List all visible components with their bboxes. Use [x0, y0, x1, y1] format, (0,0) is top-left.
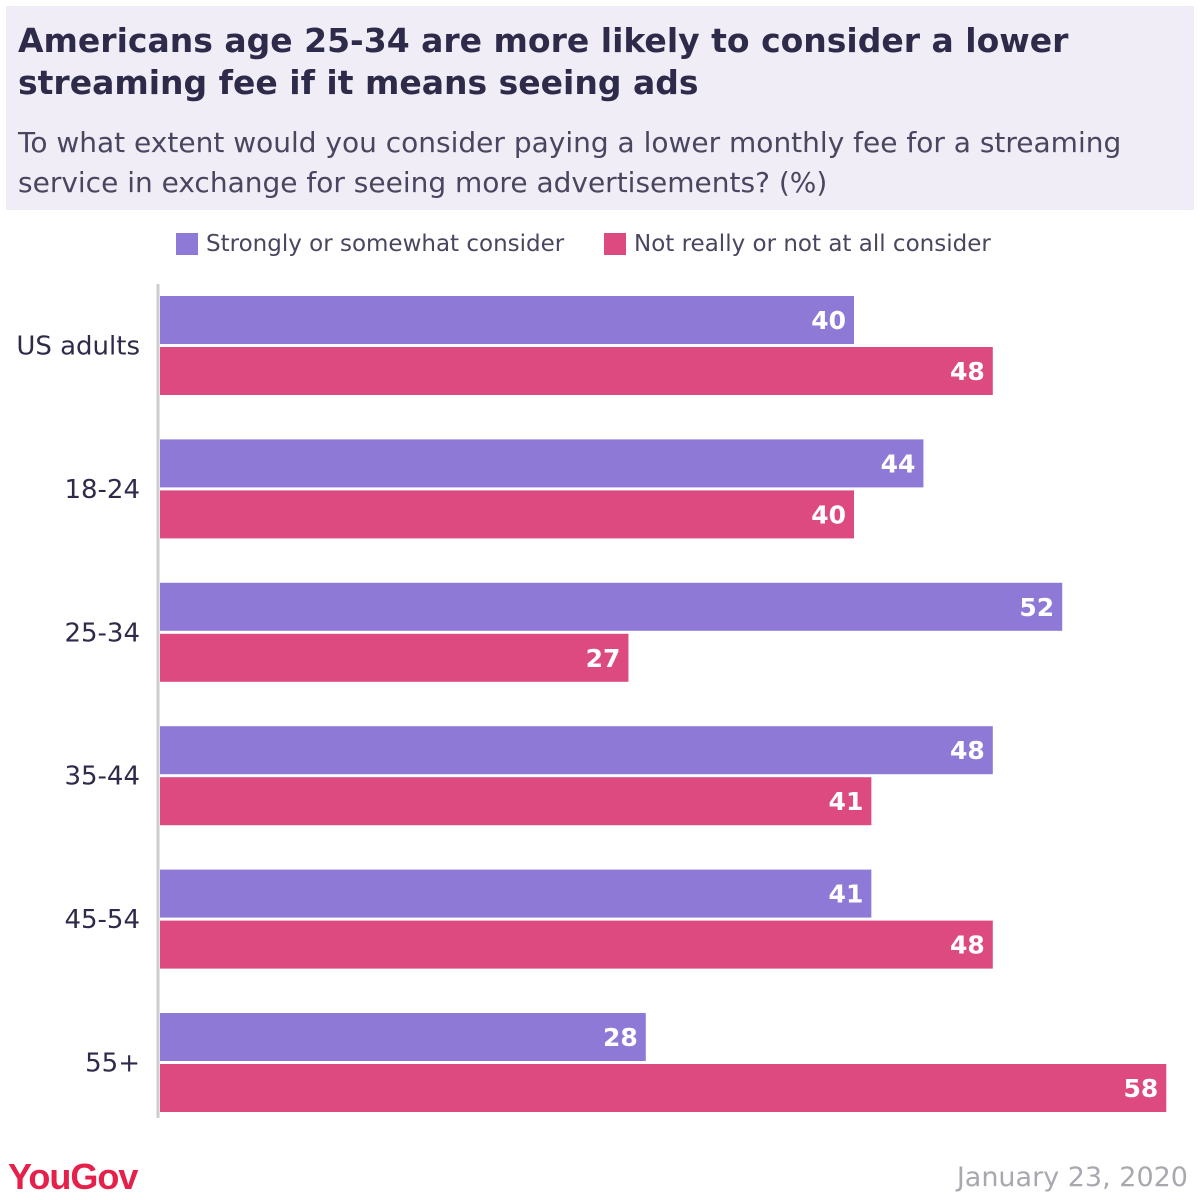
- bar-consider-18-24: [160, 439, 924, 488]
- legend-label-consider: Strongly or somewhat consider: [206, 231, 565, 257]
- category-label-us-adults: US adults: [16, 332, 140, 362]
- legend-swatch-consider: [176, 233, 198, 255]
- bar-consider-25-34: [160, 582, 1063, 631]
- data-label-consider-55: 28: [603, 1023, 638, 1052]
- publication-date: January 23, 2020: [956, 1162, 1188, 1193]
- data-label-not-consider-35-44: 41: [829, 787, 864, 816]
- data-label-consider-45-54: 41: [829, 880, 864, 909]
- chart-title: Americans age 25-34 are more likely to c…: [18, 21, 1069, 102]
- data-label-consider-us-adults: 40: [811, 306, 846, 335]
- bar-consider-55: [160, 1013, 646, 1061]
- bar-consider-us-adults: [160, 296, 854, 344]
- data-label-consider-35-44: 48: [950, 736, 985, 765]
- bar-not-consider-25-34: [160, 633, 629, 682]
- data-label-not-consider-55: 58: [1124, 1074, 1159, 1103]
- bar-not-consider-us-adults: [160, 347, 993, 395]
- data-label-not-consider-25-34: 27: [586, 644, 621, 673]
- category-label-45-54: 45-54: [64, 905, 140, 935]
- data-label-not-consider-us-adults: 48: [950, 357, 985, 386]
- bar-not-consider-18-24: [160, 490, 854, 539]
- category-label-25-34: 25-34: [64, 618, 140, 648]
- legend-item-not-consider: Not really or not at all consider: [604, 228, 991, 260]
- data-label-consider-18-24: 44: [881, 449, 916, 478]
- bar-not-consider-45-54: [160, 920, 993, 969]
- bar-consider-45-54: [160, 869, 872, 918]
- chart-legend: Strongly or somewhat consider Not really…: [0, 228, 1200, 260]
- bar-consider-35-44: [160, 726, 993, 775]
- category-label-55: 55+: [85, 1049, 140, 1079]
- yougov-logo: YouGov: [8, 1156, 138, 1197]
- chart-header: Americans age 25-34 are more likely to c…: [6, 6, 1194, 210]
- legend-label-not-consider: Not really or not at all consider: [634, 231, 991, 257]
- data-label-consider-25-34: 52: [1019, 593, 1054, 622]
- bar-not-consider-35-44: [160, 777, 872, 826]
- legend-item-consider: Strongly or somewhat consider: [176, 228, 564, 260]
- bar-not-consider-55: [160, 1064, 1167, 1112]
- data-label-not-consider-45-54: 48: [950, 931, 985, 960]
- chart-subtitle: To what extent would you consider paying…: [18, 126, 1122, 199]
- category-label-18-24: 18-24: [64, 475, 140, 505]
- category-label-35-44: 35-44: [64, 762, 140, 792]
- data-label-not-consider-18-24: 40: [811, 500, 846, 529]
- legend-swatch-not-consider: [604, 233, 626, 255]
